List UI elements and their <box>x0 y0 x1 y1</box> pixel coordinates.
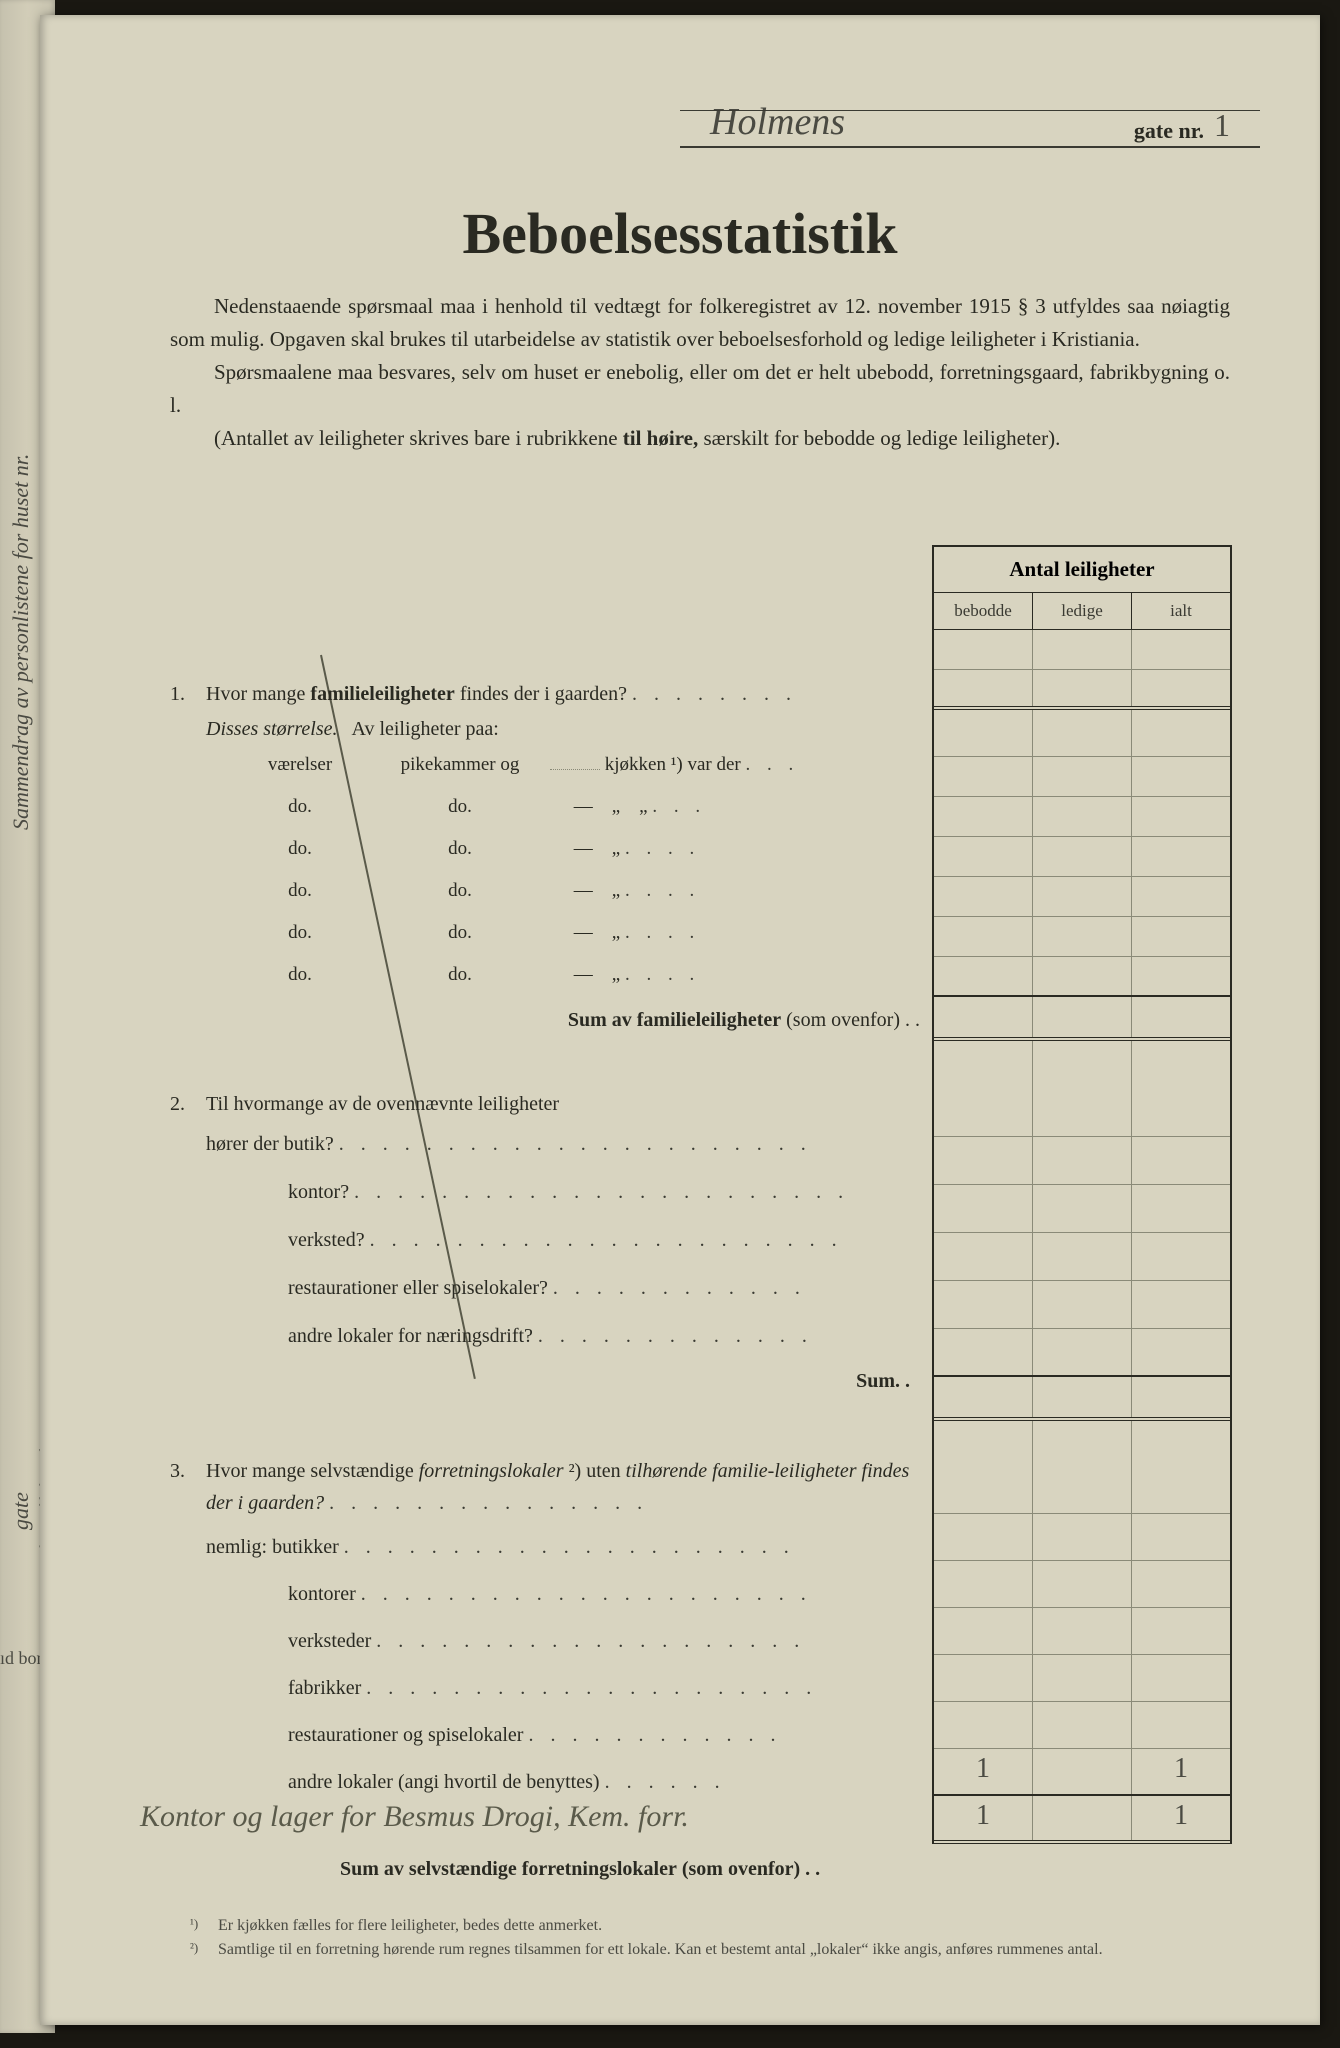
q1-text: Hvor mange familieleiligheter findes der… <box>206 683 920 706</box>
q2-l2: kontor? . . . . . . . . . . . . . . . . … <box>288 1181 849 1204</box>
table-row <box>934 1329 1230 1377</box>
q3-val-bebodde: 1 <box>934 1749 1032 1789</box>
size-row: do.do. — „ „ . . . <box>230 787 920 827</box>
spine-hdbor-text: ıd bor <box>0 1648 43 1669</box>
q3-sum-bebodde: 1 <box>934 1796 1032 1836</box>
q3-l3: verksteder . . . . . . . . . . . . . . .… <box>288 1625 805 1657</box>
header-line: Holmens gate nr. 1 <box>680 100 1260 148</box>
intro-text: Nedenstaaende spørsmaal maa i henhold ti… <box>170 290 1230 456</box>
fn1-num: ¹) <box>190 1915 218 1937</box>
col-bebodde: bebodde <box>934 593 1033 629</box>
q3-l6: andre lokaler (angi hvortil de benyttes)… <box>288 1766 726 1798</box>
table-row <box>934 670 1230 710</box>
q3-val-ialt: 1 <box>1132 1749 1230 1789</box>
table-row-sum: 1 1 <box>934 1796 1230 1844</box>
table-row <box>934 1702 1230 1749</box>
table-row <box>934 1233 1230 1281</box>
gate-number-handwritten: 1 <box>1214 107 1230 144</box>
q2-l4: restaurationer eller spiselokaler? . . .… <box>288 1277 806 1300</box>
intro-p3: (Antallet av leiligheter skrives bare i … <box>170 422 1230 455</box>
table-row <box>934 1561 1230 1608</box>
col-ialt: ialt <box>1132 593 1230 629</box>
table-row <box>934 1041 1230 1089</box>
q3-l4: fabrikker . . . . . . . . . . . . . . . … <box>288 1672 817 1704</box>
street-name-handwritten: Holmens <box>710 100 845 144</box>
spine-summary-text: Sammendrag av personlistene for huset nr… <box>8 110 34 830</box>
size-row: do.do. — „ . . . . <box>230 829 920 869</box>
document-page: Holmens gate nr. 1 Beboelsesstatistik Ne… <box>40 15 1320 2025</box>
q3-num: 3. <box>170 1455 206 1487</box>
q2-l1: hører der butik? . . . . . . . . . . . .… <box>206 1133 812 1156</box>
q1-sum-suffix: (som ovenfor) <box>781 1009 900 1031</box>
footnotes: ¹)Er kjøkken fælles for flere leilighete… <box>190 1915 1120 1964</box>
header-double-rule <box>680 110 1260 111</box>
table-row <box>934 917 1230 957</box>
q2-l5: andre lokaler for næringsdrift? . . . . … <box>288 1325 813 1348</box>
data-grid: 1 1 1 1 <box>932 630 1232 1844</box>
intro-p3-bold: til høire, <box>623 426 698 450</box>
table-row <box>934 710 1230 757</box>
spine-gate-text: gate <box>8 1460 34 1530</box>
table-header-box: Antal leiligheter bebodde ledige ialt <box>932 545 1232 1844</box>
table-row: 1 1 <box>934 1749 1230 1796</box>
intro-p3-suffix: særskilt for bebodde og ledige leilighet… <box>698 426 1060 450</box>
table-row <box>934 1608 1230 1655</box>
q1-avleil: Av leiligheter paa: <box>351 718 498 741</box>
fn2-text: Samtlige til en forretning hørende rum r… <box>218 1939 1103 1961</box>
table-row <box>934 1281 1230 1329</box>
q3-text: Hvor mange selvstændige forretningslokal… <box>206 1455 920 1519</box>
gate-label: gate nr. <box>1134 118 1204 144</box>
question-3: 3. Hvor mange selvstændige forretningslo… <box>170 1455 920 1805</box>
q3-sum-ialt: 1 <box>1132 1796 1230 1836</box>
table-row <box>934 630 1230 670</box>
q2-sum: Sum. . <box>170 1370 920 1393</box>
intro-p1: Nedenstaaende spørsmaal maa i henhold ti… <box>170 290 1230 355</box>
col-ledige: ledige <box>1033 593 1132 629</box>
q2-l3: verksted? . . . . . . . . . . . . . . . … <box>288 1229 843 1252</box>
q3-handwritten-answer: Kontor og lager for Besmus Drogi, Kem. f… <box>140 1800 689 1834</box>
q1-sum: Sum av familieleiligheter <box>568 1009 781 1031</box>
table-subheader-row: bebodde ledige ialt <box>932 593 1232 630</box>
q1-num: 1. <box>170 683 206 706</box>
table-row <box>934 957 1230 997</box>
q1-disses: Disses størrelse. <box>206 718 337 741</box>
q2-num: 2. <box>170 1093 206 1116</box>
size-row-header: værelser pikekammer og kjøkken ¹) var de… <box>230 745 920 785</box>
table-row <box>934 877 1230 917</box>
q3-l2: kontorer . . . . . . . . . . . . . . . .… <box>288 1578 812 1610</box>
fn1-text: Er kjøkken fælles for flere leiligheter,… <box>218 1915 602 1937</box>
table-row <box>934 1089 1230 1137</box>
table-title: Antal leiligheter <box>932 545 1232 593</box>
table-row <box>934 1514 1230 1561</box>
intro-p3-prefix: (Antallet av leiligheter skrives bare i … <box>214 426 623 450</box>
table-row <box>934 1185 1230 1233</box>
page-title: Beboelsesstatistik <box>40 200 1320 267</box>
table-row <box>934 757 1230 797</box>
question-1: 1. Hvor mange familieleiligheter findes … <box>170 683 920 1032</box>
size-row: do.do. — „ . . . . <box>230 955 920 995</box>
q3-sum-line: Sum av selvstændige forretningslokaler (… <box>340 1858 820 1881</box>
table-row <box>934 837 1230 877</box>
table-row <box>934 1421 1230 1467</box>
table-row <box>934 1137 1230 1185</box>
table-row <box>934 1655 1230 1702</box>
question-2: 2. Til hvormange av de ovennævnte leilig… <box>170 1093 920 1393</box>
intro-p2: Spørsmaalene maa besvares, selv om huset… <box>170 356 1230 421</box>
q3-nemlig: nemlig: butikker . . . . . . . . . . . .… <box>206 1531 795 1563</box>
table-row-sum <box>934 997 1230 1041</box>
table-row <box>934 797 1230 837</box>
table-row-sum <box>934 1377 1230 1421</box>
size-row: do.do. — „ . . . . <box>230 913 920 953</box>
q2-text: Til hvormange av de ovennævnte leilighet… <box>206 1093 920 1116</box>
fn2-num: ²) <box>190 1939 218 1961</box>
q3-l5: restaurationer og spiselokaler . . . . .… <box>288 1719 781 1751</box>
size-row: do.do. — „ . . . . <box>230 871 920 911</box>
table-row <box>934 1467 1230 1514</box>
